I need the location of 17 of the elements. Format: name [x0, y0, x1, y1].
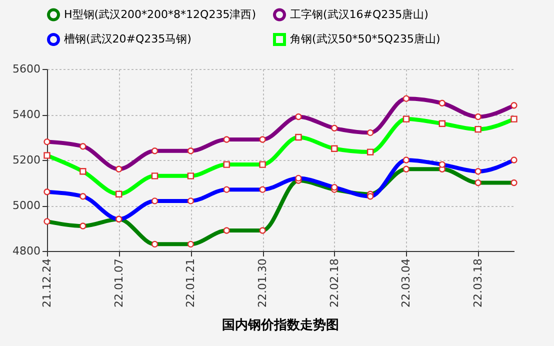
x-tick-label: 22.01.07 — [112, 258, 126, 308]
y-tick-label: 5000 — [12, 199, 40, 212]
legend-label: 工字钢(武汉16#Q235唐山) — [290, 8, 428, 21]
x-tick-label: 21.12.24 — [40, 258, 54, 308]
text: 国内钢价指数走势图 — [222, 316, 339, 333]
x-tick-label: 22.03.18 — [472, 258, 485, 308]
x-tick-label: 22.02.18 — [328, 258, 341, 308]
y-tick-label: 4800 — [12, 244, 40, 258]
x-tick-label: 22.01.30 — [256, 258, 270, 308]
legend-label: H型钢(武汉200*200*8*12Q235津西) — [64, 8, 256, 21]
x-tick-label: 22.03.04 — [400, 258, 413, 308]
x-tick-label: 22.01.21 — [184, 258, 198, 308]
legend-label: 角钢(武汉50*50*5Q235唐山) — [290, 32, 440, 46]
y-tick-label: 5400 — [12, 108, 40, 121]
legend-label: 槽钢(武汉20#Q235马钢) — [64, 32, 192, 46]
y-tick-label: 5600 — [12, 62, 40, 76]
y-tick-label: 5200 — [12, 154, 40, 166]
